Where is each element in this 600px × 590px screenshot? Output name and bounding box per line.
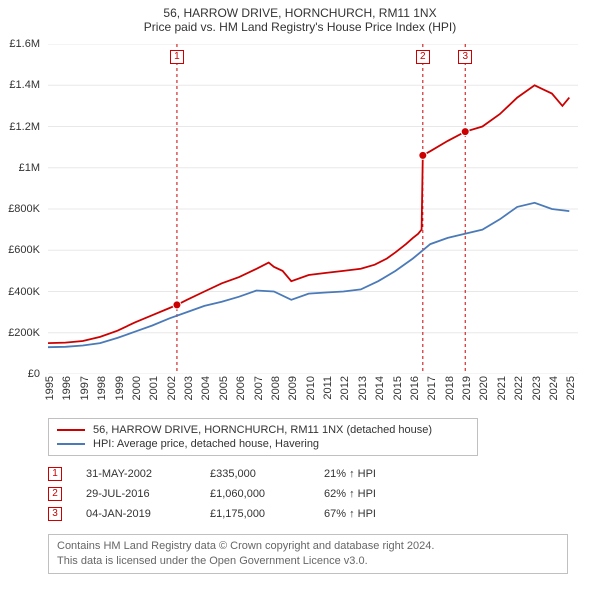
x-tick-label: 2012	[339, 376, 351, 400]
x-tick-label: 2025	[565, 376, 577, 400]
marker-label-3: 3	[458, 50, 472, 64]
x-tick-label: 2007	[253, 376, 265, 400]
x-tick-label: 1997	[79, 376, 91, 400]
event-row: 3 04-JAN-2019 £1,175,000 67% ↑ HPI	[48, 504, 568, 524]
legend-swatch	[57, 443, 85, 445]
event-marker-box: 2	[48, 487, 62, 501]
x-tick-label: 1996	[61, 376, 73, 400]
x-tick-label: 2006	[235, 376, 247, 400]
event-marker-box: 1	[48, 467, 62, 481]
x-tick-label: 2000	[131, 376, 143, 400]
plot-area: 1 2 3	[48, 44, 578, 374]
chart-title-line2: Price paid vs. HM Land Registry's House …	[0, 20, 600, 38]
event-hpi-diff: 67% ↑ HPI	[324, 508, 376, 520]
x-tick-label: 1999	[114, 376, 126, 400]
x-tick-label: 2015	[392, 376, 404, 400]
event-hpi-diff: 21% ↑ HPI	[324, 468, 376, 480]
y-tick-label: £1.4M	[9, 79, 40, 91]
x-axis: 1995199619971998199920002001200220032004…	[48, 376, 578, 416]
chart-title-line1: 56, HARROW DRIVE, HORNCHURCH, RM11 1NX	[0, 0, 600, 20]
plot-svg	[48, 44, 578, 374]
y-tick-label: £600K	[8, 244, 40, 256]
x-tick-label: 2001	[148, 376, 160, 400]
event-row: 1 31-MAY-2002 £335,000 21% ↑ HPI	[48, 464, 568, 484]
x-tick-label: 2002	[166, 376, 178, 400]
y-tick-label: £1.6M	[9, 38, 40, 50]
event-price: £335,000	[210, 468, 300, 480]
x-tick-label: 2009	[287, 376, 299, 400]
y-tick-label: £400K	[8, 286, 40, 298]
event-hpi-diff: 62% ↑ HPI	[324, 488, 376, 500]
events-table: 1 31-MAY-2002 £335,000 21% ↑ HPI 2 29-JUL-201…	[48, 464, 568, 524]
x-tick-label: 2005	[218, 376, 230, 400]
legend-swatch	[57, 429, 85, 431]
footer-attribution: Contains HM Land Registry data © Crown c…	[48, 534, 568, 574]
legend-item: HPI: Average price, detached house, Have…	[57, 437, 469, 451]
x-tick-label: 2008	[270, 376, 282, 400]
x-tick-label: 2013	[357, 376, 369, 400]
y-tick-label: £800K	[8, 203, 40, 215]
legend: 56, HARROW DRIVE, HORNCHURCH, RM11 1NX (…	[48, 418, 478, 456]
y-tick-label: £200K	[8, 327, 40, 339]
event-marker-box: 3	[48, 507, 62, 521]
y-tick-label: £1M	[19, 162, 40, 174]
event-price: £1,175,000	[210, 508, 300, 520]
x-tick-label: 2016	[409, 376, 421, 400]
x-tick-label: 2024	[548, 376, 560, 400]
event-row: 2 29-JUL-2016 £1,060,000 62% ↑ HPI	[48, 484, 568, 504]
legend-item: 56, HARROW DRIVE, HORNCHURCH, RM11 1NX (…	[57, 423, 469, 437]
x-tick-label: 2019	[461, 376, 473, 400]
x-tick-label: 2004	[200, 376, 212, 400]
x-tick-label: 2018	[444, 376, 456, 400]
x-tick-label: 2003	[183, 376, 195, 400]
x-tick-label: 2011	[322, 376, 334, 400]
event-date: 31-MAY-2002	[86, 468, 186, 480]
x-tick-label: 2023	[531, 376, 543, 400]
x-tick-label: 2017	[426, 376, 438, 400]
legend-text: HPI: Average price, detached house, Have…	[93, 438, 319, 450]
x-tick-label: 2020	[478, 376, 490, 400]
x-tick-label: 2021	[496, 376, 508, 400]
marker-label-2: 2	[416, 50, 430, 64]
x-tick-label: 1998	[96, 376, 108, 400]
event-price: £1,060,000	[210, 488, 300, 500]
y-tick-label: £0	[28, 368, 40, 380]
event-date: 29-JUL-2016	[86, 488, 186, 500]
footer-line1: Contains HM Land Registry data © Crown c…	[57, 539, 559, 554]
x-tick-label: 2010	[305, 376, 317, 400]
legend-text: 56, HARROW DRIVE, HORNCHURCH, RM11 1NX (…	[93, 424, 432, 436]
chart-container: { "title_line1": "56, HARROW DRIVE, HORN…	[0, 0, 600, 590]
x-tick-label: 2022	[513, 376, 525, 400]
y-tick-label: £1.2M	[9, 121, 40, 133]
footer-line2: This data is licensed under the Open Gov…	[57, 554, 559, 569]
y-axis: £0£200K£400K£600K£800K£1M£1.2M£1.4M£1.6M	[0, 44, 44, 374]
event-date: 04-JAN-2019	[86, 508, 186, 520]
marker-label-1: 1	[170, 50, 184, 64]
x-tick-label: 2014	[374, 376, 386, 400]
x-tick-label: 1995	[44, 376, 56, 400]
